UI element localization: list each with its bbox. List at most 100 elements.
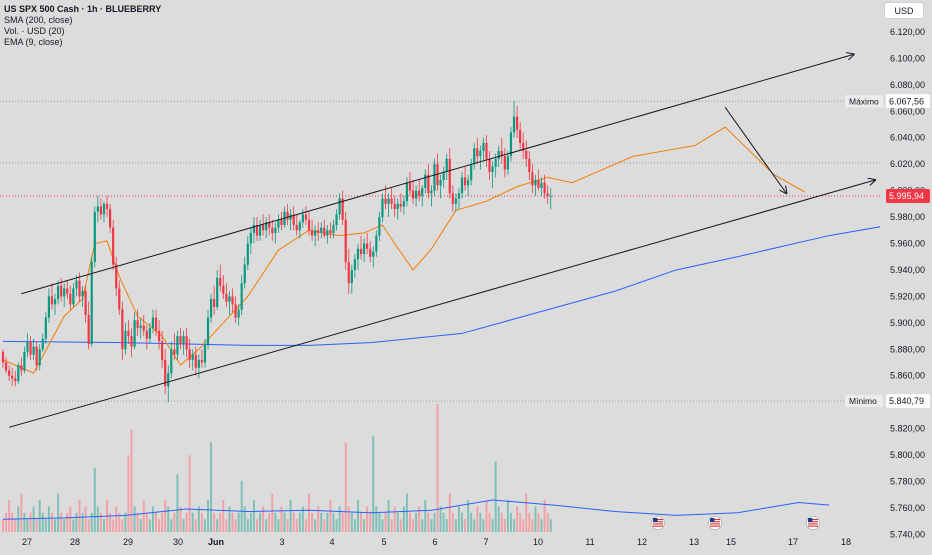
candle	[109, 203, 112, 233]
candle	[191, 349, 194, 371]
volume-bar	[148, 519, 151, 532]
candle-body	[249, 232, 252, 244]
volume-legend[interactable]: Vol. · USD (20)	[4, 26, 65, 36]
candle	[509, 127, 513, 162]
candle	[8, 365, 11, 382]
candle	[295, 214, 298, 236]
candle-body	[369, 248, 372, 257]
candle	[265, 217, 268, 239]
candle-body	[457, 193, 461, 199]
time-tick-label: 12	[637, 537, 647, 547]
candle-body	[243, 264, 246, 284]
sma-legend[interactable]: SMA (200, close)	[4, 15, 73, 25]
us-flag-event-icon[interactable]	[708, 516, 722, 530]
candle-body	[549, 195, 552, 197]
candle-body	[304, 214, 308, 220]
candle	[228, 291, 231, 315]
channel-lower-line[interactable]	[8, 180, 875, 428]
currency-button[interactable]: USD	[884, 2, 924, 19]
candle-body	[66, 288, 69, 294]
candle-body	[460, 177, 464, 194]
candle	[353, 254, 356, 278]
candle	[344, 211, 347, 270]
volume-bar	[326, 512, 329, 532]
volume-bar	[503, 519, 506, 532]
candle-body	[274, 227, 277, 233]
candle-body	[522, 143, 525, 151]
volume-bar	[540, 519, 543, 532]
candle-body	[344, 219, 347, 263]
volume-bar	[323, 519, 326, 532]
volume-bar	[207, 500, 210, 532]
candle-body	[14, 378, 17, 382]
us-flag-event-icon[interactable]	[651, 516, 665, 530]
candle-body	[157, 330, 161, 342]
symbol-title[interactable]: US SPX 500 Cash · 1h · BLUEBERRY	[4, 4, 162, 14]
candle-body	[262, 224, 265, 231]
candle-body	[372, 251, 375, 257]
candle-body	[531, 172, 534, 186]
price-tick-label: 5.780,00	[890, 477, 925, 487]
us-flag-event-icon[interactable]	[806, 516, 820, 530]
time-tick-label: 4	[329, 537, 334, 547]
volume-bar	[347, 506, 350, 532]
candle-body	[347, 262, 350, 284]
candle	[341, 190, 344, 225]
volume-bar	[99, 512, 102, 532]
min-label: Mínimo	[849, 396, 877, 406]
candle	[35, 341, 38, 371]
candle-body	[1, 351, 5, 363]
candle	[26, 333, 29, 358]
candle-body	[179, 336, 182, 345]
candle-body	[366, 243, 369, 249]
candle-body	[148, 328, 151, 339]
volume-bar	[231, 512, 234, 532]
candle-body	[546, 193, 549, 196]
volume-bar	[479, 512, 482, 532]
candle-body	[329, 230, 332, 233]
candle	[225, 283, 228, 307]
candle	[537, 169, 540, 191]
volume-bar	[228, 506, 231, 532]
candle	[148, 322, 151, 345]
candle	[200, 349, 203, 368]
price-axis[interactable]	[880, 0, 932, 550]
time-tick-label: 3	[279, 537, 284, 547]
price-tick-label: 6.020,00	[890, 159, 925, 169]
volume-bar	[112, 519, 115, 532]
candle-body	[81, 291, 84, 297]
candle-body	[405, 182, 409, 202]
candle	[231, 288, 234, 313]
candle	[387, 193, 390, 218]
channel-upper-line[interactable]	[21, 54, 853, 295]
candle	[378, 211, 381, 241]
volume-bar	[219, 512, 222, 532]
candle	[1, 349, 5, 368]
time-tick-label: 28	[70, 537, 80, 547]
candle	[531, 164, 534, 194]
ema-legend[interactable]: EMA (9, close)	[4, 37, 63, 47]
candle	[124, 322, 127, 355]
candle	[283, 206, 286, 228]
candle	[405, 177, 409, 207]
candle	[332, 219, 335, 239]
candle	[326, 224, 329, 244]
volume-bar	[506, 500, 509, 532]
volume-bar	[210, 442, 213, 532]
volume-bar	[314, 519, 317, 532]
candle-body	[543, 182, 546, 194]
candle	[170, 341, 173, 379]
volume-bar	[549, 519, 552, 532]
candle	[268, 214, 271, 236]
candle	[139, 317, 142, 339]
candle	[418, 180, 421, 202]
volume-bar	[8, 500, 11, 532]
candle	[219, 264, 222, 292]
volume-bar	[497, 506, 500, 532]
volume-bar	[301, 506, 304, 532]
short-term-arrow[interactable]	[724, 107, 786, 193]
candle-body	[286, 211, 289, 220]
volume-bar	[203, 519, 206, 532]
